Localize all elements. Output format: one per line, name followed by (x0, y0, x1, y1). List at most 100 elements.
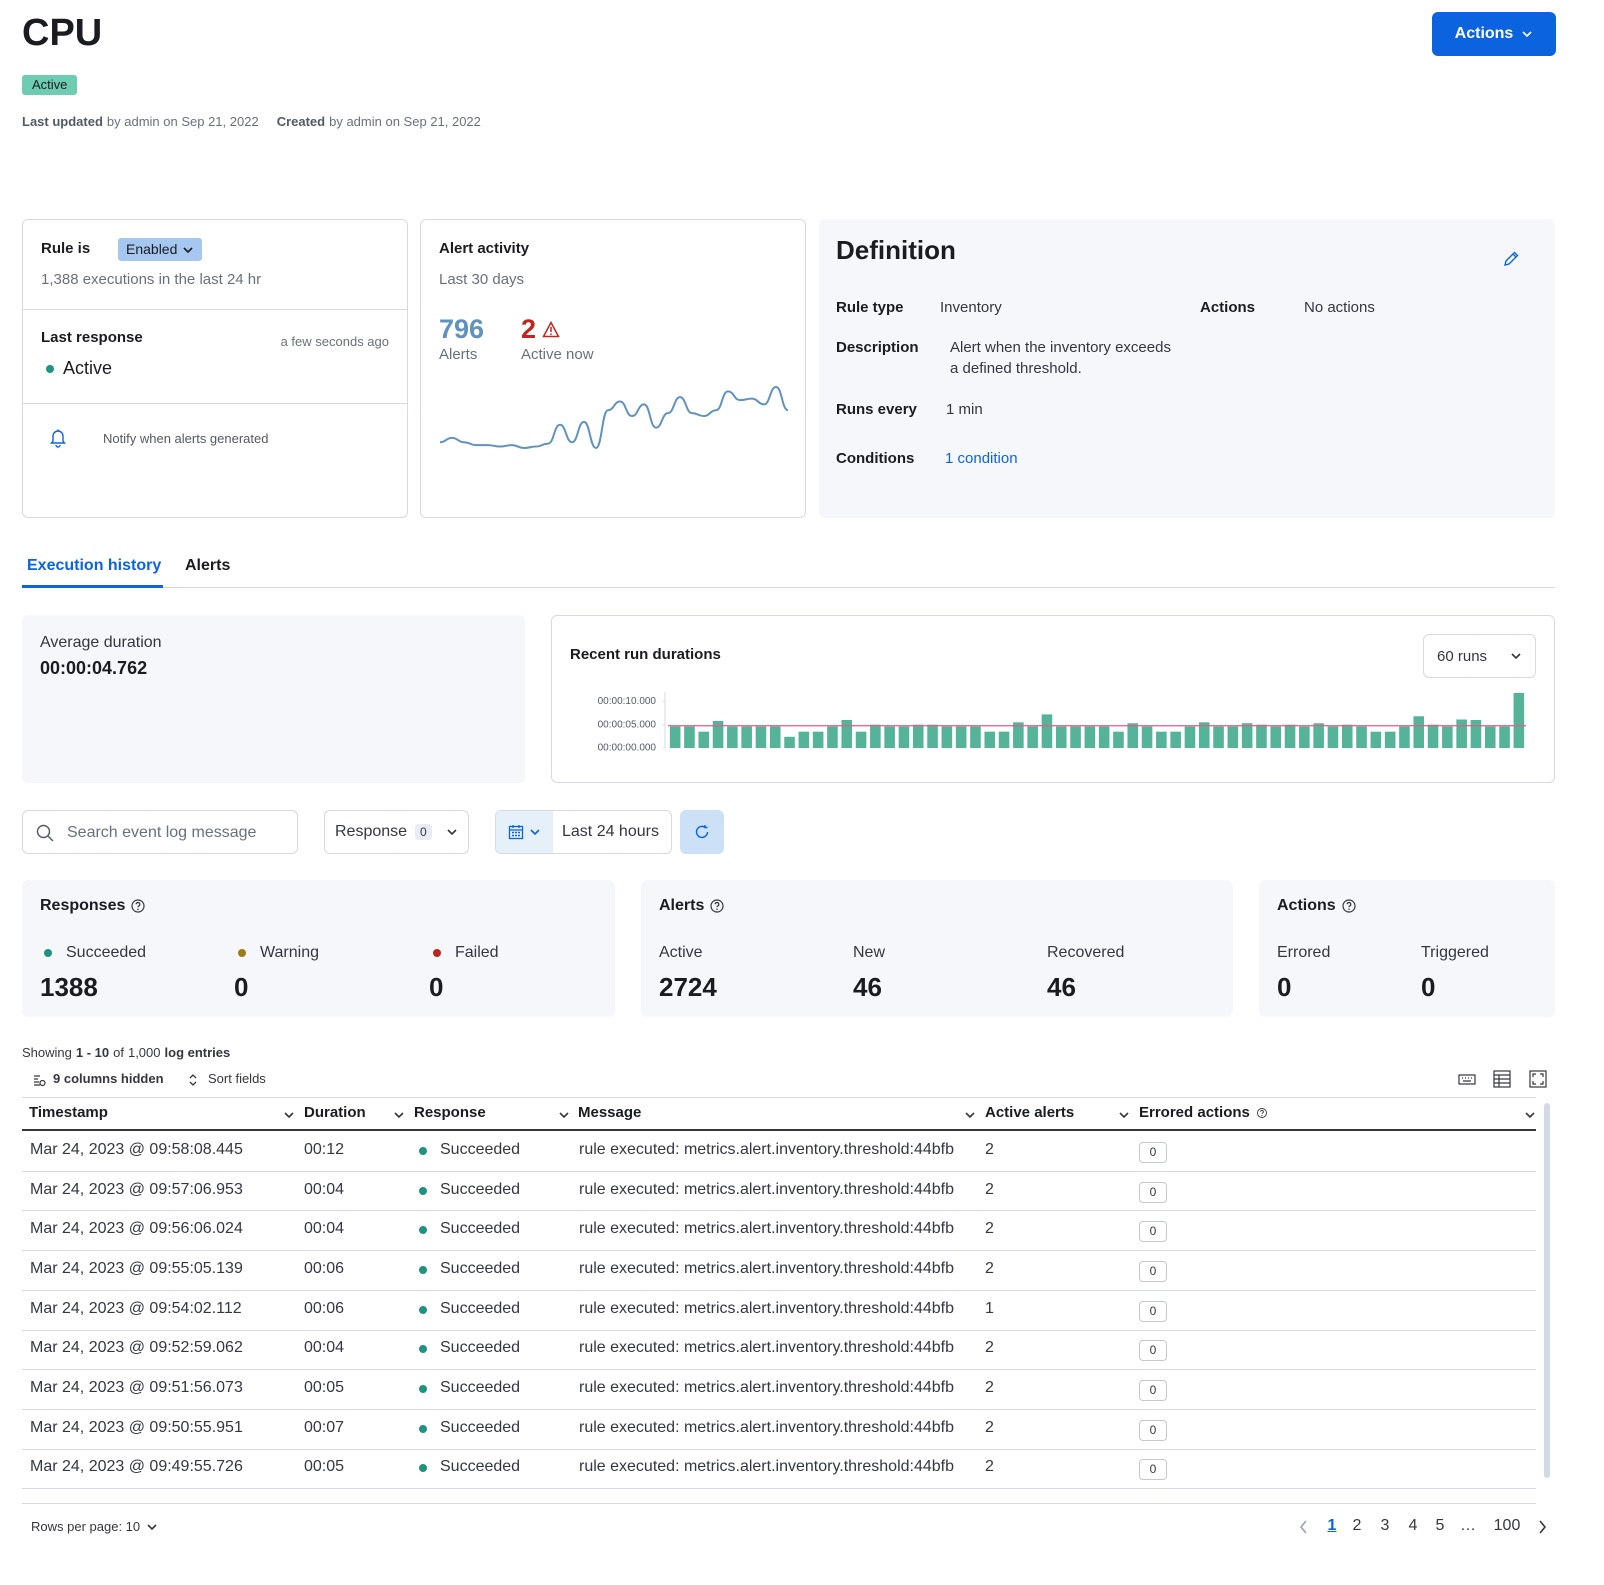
quick-select[interactable] (496, 811, 553, 853)
page-link[interactable]: 4 (1408, 1517, 1418, 1534)
card-subtitle: Last 30 days (439, 271, 525, 288)
status-dot (419, 1265, 427, 1274)
keyboard-icon[interactable] (1458, 1072, 1476, 1091)
cell-active-alerts: 2 (985, 1220, 994, 1238)
column-header[interactable]: Duration (304, 1104, 366, 1121)
field-value: No actions (1304, 299, 1375, 316)
enabled-dropdown[interactable]: Enabled (118, 238, 203, 261)
metric-value: 0 (234, 972, 249, 1002)
active-now-label: Active now (521, 346, 594, 363)
cell-response: Succeeded (440, 1458, 521, 1476)
bar (1413, 716, 1425, 748)
sort-icon-part (189, 1074, 197, 1086)
bar (984, 731, 996, 748)
alert-activity-card: Alert activity Last 30 days 796 Alerts 2 Acti… (420, 219, 806, 518)
date-picker[interactable]: Last 24 hours (495, 810, 672, 854)
fullscreen-icon[interactable] (1529, 1070, 1547, 1093)
column-header[interactable]: Active alerts (985, 1104, 1074, 1121)
cell-duration: 00:04 (304, 1339, 345, 1357)
summary-title: Actions (1277, 897, 1356, 915)
divider (23, 309, 407, 310)
row-divider (22, 1210, 1536, 1212)
next-page[interactable] (1536, 1519, 1548, 1540)
bar (1098, 726, 1110, 748)
rows-per-page[interactable]: Rows per page: 10 (31, 1519, 158, 1534)
status-dot (238, 949, 246, 957)
column-menu[interactable] (1118, 1108, 1130, 1126)
column-menu[interactable] (558, 1108, 570, 1126)
last-response-label: Last response (41, 329, 143, 346)
bar (1341, 724, 1353, 748)
button-label: Actions (1454, 25, 1514, 42)
edit-icon[interactable] (1502, 250, 1520, 273)
sort-fields-button[interactable]: Sort fields (208, 1071, 266, 1086)
next-page-part-part (1539, 1520, 1547, 1534)
column-header[interactable]: Response (414, 1104, 486, 1121)
metric-label: Failed (455, 944, 499, 961)
bar (998, 731, 1010, 748)
column-header[interactable]: Errored actions (1139, 1104, 1269, 1121)
header-text: Errored actions (1139, 1104, 1250, 1121)
bar (1055, 726, 1067, 748)
column-menu[interactable] (1524, 1108, 1536, 1126)
help-icon-part-part (135, 901, 141, 908)
response-filter[interactable]: Response 0 (324, 810, 469, 854)
column-menu[interactable] (283, 1108, 295, 1126)
prev-page[interactable] (1298, 1519, 1310, 1540)
select-label: 60 runs (1437, 647, 1488, 665)
bar (812, 731, 824, 748)
y-tick-label: 00:00:00.000 (598, 743, 657, 754)
quick-select-part (530, 829, 540, 836)
bar (1213, 726, 1224, 748)
page-link[interactable]: 3 (1380, 1517, 1390, 1534)
cell-message: rule executed: metrics.alert.inventory.t… (579, 1339, 955, 1357)
column-menu[interactable] (964, 1108, 976, 1126)
bar (769, 726, 781, 748)
help-icon-part-part (710, 899, 724, 913)
columns-hidden-button[interactable]: 9 columns hidden (53, 1071, 164, 1086)
column-header[interactable]: Message (578, 1104, 641, 1121)
field-label: Actions (1200, 299, 1256, 316)
metric-label: New (853, 944, 886, 961)
search-box[interactable]: Search event log message (22, 810, 298, 854)
help-icon-part-part (1347, 908, 1350, 911)
metric-label: Warning (260, 944, 319, 961)
bar (1198, 722, 1210, 748)
help-icon-part-part (131, 899, 145, 913)
column-header[interactable]: Timestamp (29, 1104, 108, 1121)
cell-errored-actions: 0 (1139, 1260, 1167, 1282)
row-divider (22, 1289, 1536, 1291)
tab[interactable]: Execution history (27, 557, 162, 574)
page-link[interactable]: … (1460, 1517, 1476, 1534)
tab[interactable]: Alerts (185, 557, 231, 574)
cell-errored-actions: 0 (1139, 1141, 1167, 1163)
chevron-part (183, 246, 193, 253)
meta-label: Last updated (22, 114, 103, 129)
page-link[interactable]: 100 (1493, 1517, 1521, 1534)
page-link[interactable]: 5 (1435, 1517, 1445, 1534)
runs-select[interactable]: 60 runs (1423, 634, 1536, 678)
density-icon[interactable] (1493, 1070, 1511, 1093)
bar (1327, 726, 1339, 748)
divider (23, 403, 407, 404)
refresh-button[interactable] (680, 810, 724, 854)
bar (1456, 719, 1467, 748)
column-menu[interactable] (393, 1108, 405, 1126)
bar (1270, 726, 1282, 748)
bar (1227, 726, 1239, 748)
actions-button[interactable]: Actions (1432, 12, 1556, 56)
sparkline-line (439, 385, 789, 450)
column-menu-part-part (1525, 1112, 1535, 1119)
bar (1284, 724, 1296, 748)
sort-icon (187, 1073, 199, 1092)
conditions-link[interactable]: 1 condition (945, 450, 1018, 467)
page-link[interactable]: 1 (1327, 1517, 1337, 1534)
cell-timestamp: Mar 24, 2023 @ 09:49:55.726 (30, 1458, 243, 1476)
status-dot (419, 1424, 427, 1433)
next-page-part (1539, 1520, 1547, 1534)
table-top-border (22, 1097, 1536, 1098)
fullscreen-icon-part (1529, 1070, 1547, 1088)
page-link[interactable]: 2 (1352, 1517, 1362, 1534)
alerts-count: 796 (439, 314, 485, 344)
bar (798, 731, 810, 748)
